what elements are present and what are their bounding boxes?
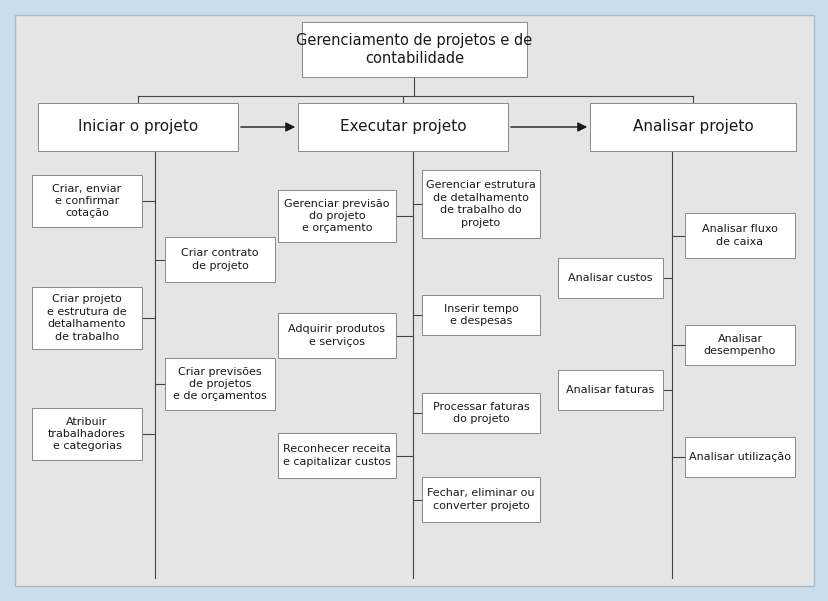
Text: Executar projeto: Executar projeto	[339, 120, 465, 135]
FancyBboxPatch shape	[277, 433, 396, 478]
FancyBboxPatch shape	[684, 213, 794, 258]
FancyBboxPatch shape	[38, 103, 238, 151]
Text: Analisar projeto: Analisar projeto	[632, 120, 753, 135]
Text: Adquirir produtos
e serviços: Adquirir produtos e serviços	[288, 325, 385, 347]
Text: Inserir tempo
e despesas: Inserir tempo e despesas	[443, 304, 518, 326]
Text: Atribuir
trabalhadores
e categorias: Atribuir trabalhadores e categorias	[48, 416, 126, 451]
FancyBboxPatch shape	[277, 313, 396, 358]
FancyBboxPatch shape	[301, 22, 527, 77]
FancyBboxPatch shape	[277, 190, 396, 242]
FancyBboxPatch shape	[684, 325, 794, 365]
FancyBboxPatch shape	[32, 175, 142, 227]
Text: Criar contrato
de projeto: Criar contrato de projeto	[181, 248, 258, 270]
FancyBboxPatch shape	[165, 358, 275, 410]
FancyBboxPatch shape	[421, 393, 539, 433]
Text: Analisar
desempenho: Analisar desempenho	[703, 334, 775, 356]
Text: Criar, enviar
e confirmar
cotação: Criar, enviar e confirmar cotação	[52, 183, 122, 218]
FancyBboxPatch shape	[421, 295, 539, 335]
Text: Reconhecer receita
e capitalizar custos: Reconhecer receita e capitalizar custos	[282, 444, 391, 467]
Text: Processar faturas
do projeto: Processar faturas do projeto	[432, 402, 529, 424]
Text: Analisar custos: Analisar custos	[567, 273, 652, 283]
FancyBboxPatch shape	[165, 237, 275, 282]
Text: Iniciar o projeto: Iniciar o projeto	[78, 120, 198, 135]
Text: Fechar, eliminar ou
converter projeto: Fechar, eliminar ou converter projeto	[426, 488, 534, 511]
Text: Analisar fluxo
de caixa: Analisar fluxo de caixa	[701, 224, 777, 246]
Text: Gerenciar previsão
do projeto
e orçamento: Gerenciar previsão do projeto e orçament…	[284, 198, 389, 233]
Text: Criar projeto
e estrutura de
detalhamento
de trabalho: Criar projeto e estrutura de detalhament…	[47, 294, 127, 341]
FancyBboxPatch shape	[32, 408, 142, 460]
Text: Analisar utilização: Analisar utilização	[688, 452, 790, 462]
Text: Gerenciar estrutura
de detalhamento
de trabalho do
projeto: Gerenciar estrutura de detalhamento de t…	[426, 180, 535, 228]
FancyBboxPatch shape	[32, 287, 142, 349]
FancyBboxPatch shape	[15, 15, 813, 586]
FancyBboxPatch shape	[557, 258, 662, 298]
FancyBboxPatch shape	[421, 170, 539, 238]
FancyBboxPatch shape	[557, 370, 662, 410]
Text: Analisar faturas: Analisar faturas	[566, 385, 654, 395]
FancyBboxPatch shape	[297, 103, 508, 151]
Text: Gerenciamento de projetos e de
contabilidade: Gerenciamento de projetos e de contabili…	[296, 32, 532, 66]
Text: Criar previsões
de projetos
e de orçamentos: Criar previsões de projetos e de orçamen…	[173, 367, 267, 401]
FancyBboxPatch shape	[590, 103, 795, 151]
FancyBboxPatch shape	[421, 477, 539, 522]
FancyBboxPatch shape	[684, 437, 794, 477]
